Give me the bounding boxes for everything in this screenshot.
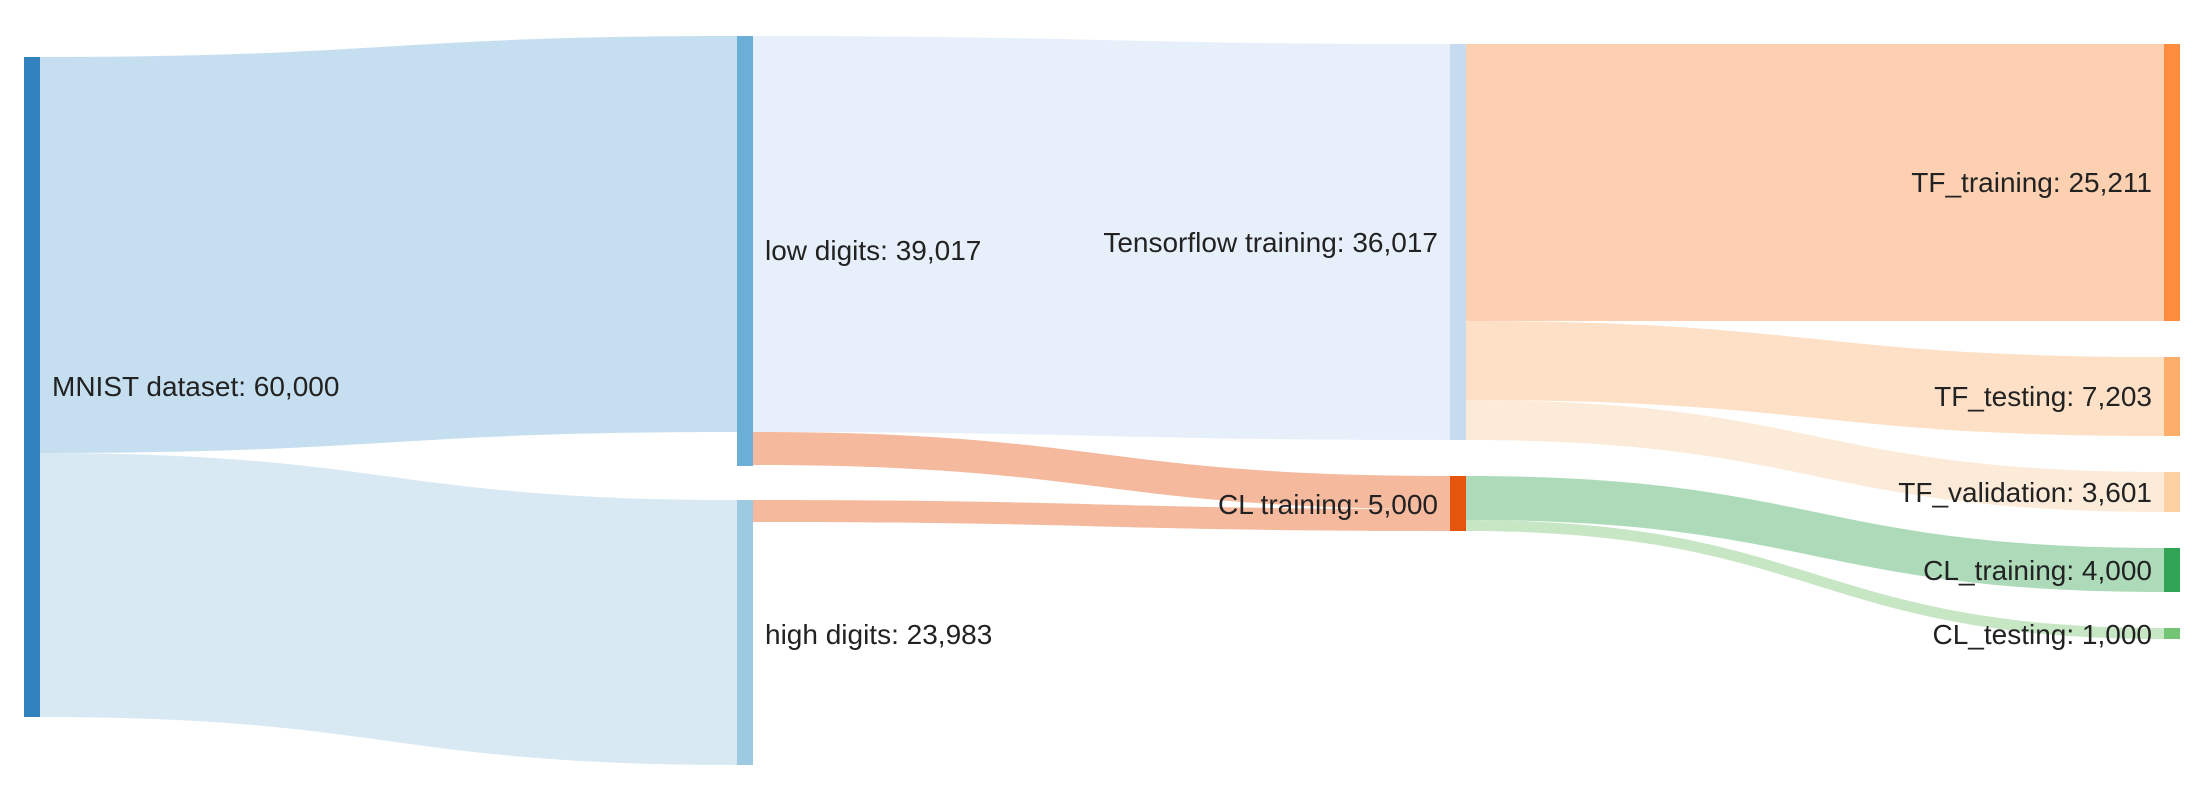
node-label-cl_test: CL_testing: 1,000: [1933, 619, 2153, 650]
node-mnist: [24, 57, 40, 717]
link-mnist-to-high: [40, 453, 737, 765]
node-label-high: high digits: 23,983: [765, 619, 992, 650]
link-low-to-tf: [753, 36, 1450, 440]
link-cl-to-cl_test: [1466, 520, 2164, 639]
link-tf-to-tf_val: [1466, 400, 2164, 512]
link-tf-to-tf_train: [1466, 44, 2164, 321]
node-tf_val: [2164, 472, 2180, 512]
node-label-cl_train: CL_training: 4,000: [1923, 555, 2152, 586]
sankey-labels: MNIST dataset: 60,000 low digits: 39,017 h…: [52, 167, 2152, 650]
node-high: [737, 500, 753, 765]
link-mnist-to-low: [40, 36, 737, 453]
sankey-nodes: [24, 36, 2180, 765]
node-cl_train: [2164, 548, 2180, 592]
node-tf_train: [2164, 44, 2180, 321]
node-cl: [1450, 476, 1466, 531]
node-label-cl: CL training: 5,000: [1218, 489, 1438, 520]
node-label-tf_test: TF_testing: 7,203: [1934, 381, 2152, 412]
link-low-to-cl: [753, 432, 1450, 509]
node-label-mnist: MNIST dataset: 60,000: [52, 371, 339, 402]
link-cl-to-cl_train: [1466, 476, 2164, 592]
node-tf: [1450, 44, 1466, 440]
link-tf-to-tf_test: [1466, 321, 2164, 436]
node-low: [737, 36, 753, 466]
node-label-tf: Tensorflow training: 36,017: [1103, 227, 1438, 258]
node-cl_test: [2164, 628, 2180, 639]
node-label-tf_train: TF_training: 25,211: [1911, 167, 2152, 198]
sankey-links: [40, 36, 2164, 765]
node-label-tf_val: TF_validation: 3,601: [1898, 477, 2152, 508]
link-high-to-cl: [753, 500, 1450, 531]
node-tf_test: [2164, 357, 2180, 436]
node-label-low: low digits: 39,017: [765, 235, 981, 266]
